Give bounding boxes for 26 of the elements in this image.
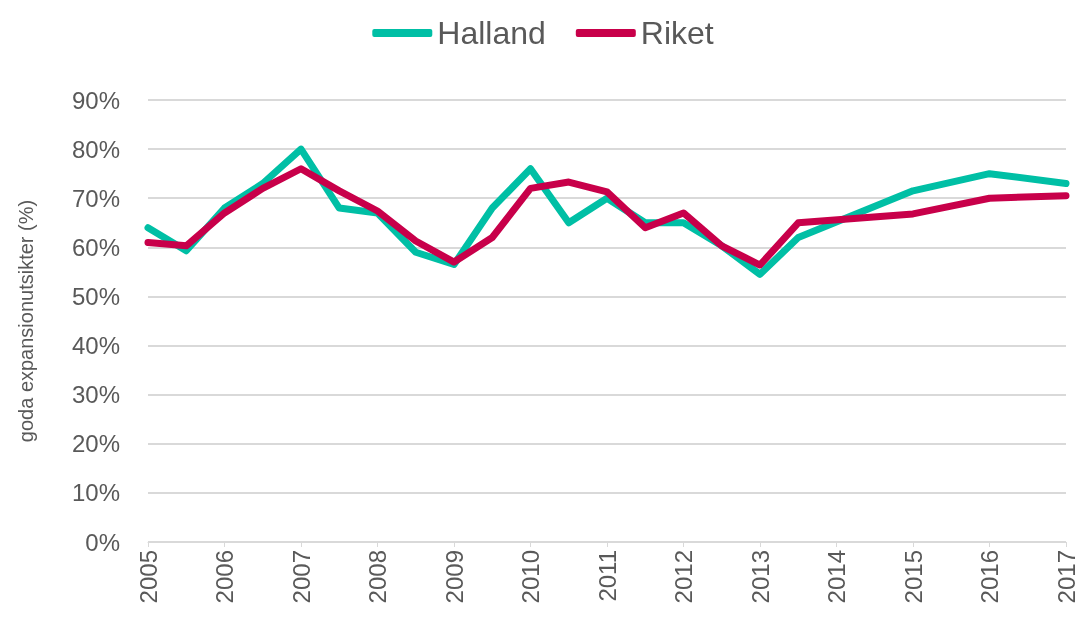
y-tick-label: 0% xyxy=(85,528,120,556)
x-tick-label: 2016 xyxy=(976,550,1003,604)
x-tick-label: 2010 xyxy=(517,550,544,604)
legend-label: Halland xyxy=(437,15,546,51)
x-tick-label: 2012 xyxy=(670,550,697,604)
x-tick-label: 2011 xyxy=(593,550,621,602)
x-tick-label: 2007 xyxy=(287,550,315,604)
y-tick-label: 60% xyxy=(71,233,120,261)
x-tick-label: 2005 xyxy=(134,550,162,604)
x-tick-label: 2015 xyxy=(899,550,927,604)
legend-label: Riket xyxy=(640,15,714,51)
y-tick-label: 80% xyxy=(71,135,120,163)
x-tick-label: 2006 xyxy=(211,550,238,604)
y-tick-label: 30% xyxy=(71,381,120,409)
x-tick-label: 2013 xyxy=(746,550,774,604)
y-tick-label: 50% xyxy=(71,282,120,310)
y-tick-label: 40% xyxy=(71,332,120,360)
x-tick-label: 2008 xyxy=(364,550,391,604)
x-tick-label: 2014 xyxy=(823,550,850,604)
y-tick-label: 20% xyxy=(71,430,120,458)
y-tick-label: 90% xyxy=(71,86,120,114)
y-tick-label: 10% xyxy=(71,479,120,507)
y-axis-title: goda expansionutsikter (%) xyxy=(15,199,37,443)
x-tick-label: 2017 xyxy=(1052,550,1080,604)
x-tick-label: 2009 xyxy=(440,550,468,604)
y-tick-label: 70% xyxy=(71,184,120,212)
